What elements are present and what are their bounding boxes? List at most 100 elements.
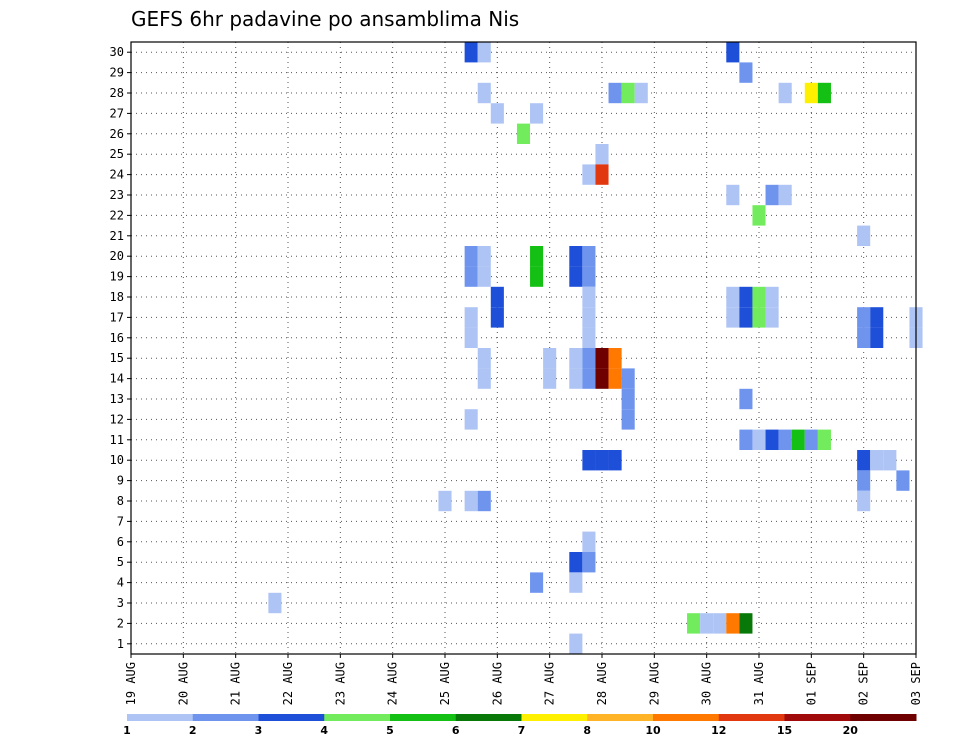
y-tick-label: 23 (110, 188, 124, 202)
precip-cell (477, 266, 491, 287)
precip-cell (569, 572, 583, 593)
precip-cell (621, 368, 635, 389)
y-tick-label: 16 (110, 331, 124, 345)
precip-cell (726, 307, 740, 328)
legend-label: 6 (452, 724, 460, 737)
legend-swatch (718, 714, 785, 721)
y-tick-label: 18 (110, 290, 124, 304)
y-tick-label: 17 (110, 310, 124, 324)
precip-cell (582, 531, 596, 552)
y-tick-label: 14 (110, 372, 124, 386)
y-tick-label: 6 (117, 535, 124, 549)
legend-label: 12 (711, 724, 726, 737)
precip-cell (582, 307, 596, 328)
y-tick-label: 19 (110, 270, 124, 284)
y-tick-label: 4 (117, 576, 124, 590)
precip-cell (569, 348, 583, 369)
x-tick-label: 27 AUG (543, 662, 557, 705)
precip-cell (857, 225, 871, 246)
precip-cell (857, 450, 871, 471)
x-tick-label: 31 AUG (752, 662, 766, 705)
legend-swatch (455, 714, 522, 721)
x-tick-label: 03 SEP (909, 662, 923, 705)
legend-swatch (587, 714, 654, 721)
precip-cell (870, 450, 884, 471)
y-tick-label: 13 (110, 392, 124, 406)
legend-swatch (192, 714, 259, 721)
precip-cell (464, 307, 478, 328)
y-tick-label: 27 (110, 106, 124, 120)
precip-cell (896, 470, 910, 491)
precip-cell (621, 388, 635, 410)
precip-cell (739, 388, 753, 410)
precip-cell (464, 42, 478, 63)
precip-cell (804, 429, 818, 450)
y-tick-label: 26 (110, 127, 124, 141)
legend-swatch (653, 714, 720, 721)
precip-cell (582, 348, 596, 369)
precip-cell (490, 286, 504, 308)
precip-cell (477, 42, 491, 63)
precip-cell (621, 409, 635, 430)
color-legend: 1 2 3 4 5 6 7 8 10 12 15 20 (123, 714, 917, 737)
precip-cell (883, 450, 897, 471)
precip-cell (268, 592, 282, 614)
legend-label: 4 (320, 724, 328, 737)
x-tick-label: 22 AUG (281, 662, 295, 705)
precip-cell (530, 266, 544, 287)
legend-swatch (324, 714, 391, 721)
precip-cell (608, 450, 622, 471)
legend-swatch (784, 714, 851, 721)
precip-cell (726, 184, 740, 206)
x-tick-label: 21 AUG (229, 662, 243, 705)
precip-cell (582, 327, 596, 348)
y-tick-label: 11 (110, 433, 124, 447)
precip-cell (595, 450, 609, 471)
legend-swatch (258, 714, 325, 721)
y-tick-label: 22 (110, 208, 124, 222)
legend-label: 10 (645, 724, 661, 737)
precip-cell (490, 307, 504, 328)
x-tick-label: 20 AUG (176, 662, 190, 705)
precip-cell (530, 246, 544, 267)
legend-label: 3 (255, 724, 263, 737)
precip-cell (490, 103, 504, 124)
precip-cell (870, 327, 884, 348)
precip-cell (582, 246, 596, 267)
precip-cell (726, 613, 740, 634)
precip-cell (752, 205, 766, 226)
precip-cell (687, 613, 701, 634)
precip-cell (477, 368, 491, 389)
y-tick-label: 5 (117, 555, 124, 569)
precip-cell (621, 82, 635, 104)
precip-cell (857, 327, 871, 348)
precip-cell (726, 42, 740, 63)
data-cells (268, 42, 923, 654)
precip-cell (739, 307, 753, 328)
precip-cell (634, 82, 648, 104)
precip-cell (739, 286, 753, 308)
plot-frame (130, 41, 917, 655)
precip-cell (765, 429, 779, 450)
precip-cell (569, 552, 583, 573)
precip-cell (582, 368, 596, 389)
precip-cell (530, 103, 544, 124)
precip-cell (464, 246, 478, 267)
precip-cell (595, 144, 609, 165)
x-tick-label: 23 AUG (333, 662, 347, 705)
x-tick-label: 25 AUG (438, 662, 452, 705)
y-tick-label: 15 (110, 351, 124, 365)
precip-cell (569, 246, 583, 267)
precip-cell (516, 123, 531, 144)
precip-cell (857, 307, 871, 328)
legend-label: 15 (777, 724, 792, 737)
precip-cell (569, 633, 583, 654)
precip-cell (778, 82, 792, 104)
precip-cell (595, 368, 609, 389)
y-tick-label: 29 (110, 66, 124, 80)
y-tick-label: 28 (110, 86, 124, 100)
precip-cell (464, 266, 478, 287)
x-tick-label: 26 AUG (490, 662, 504, 705)
y-tick-label: 21 (110, 229, 124, 243)
y-tick-label: 20 (110, 249, 124, 263)
